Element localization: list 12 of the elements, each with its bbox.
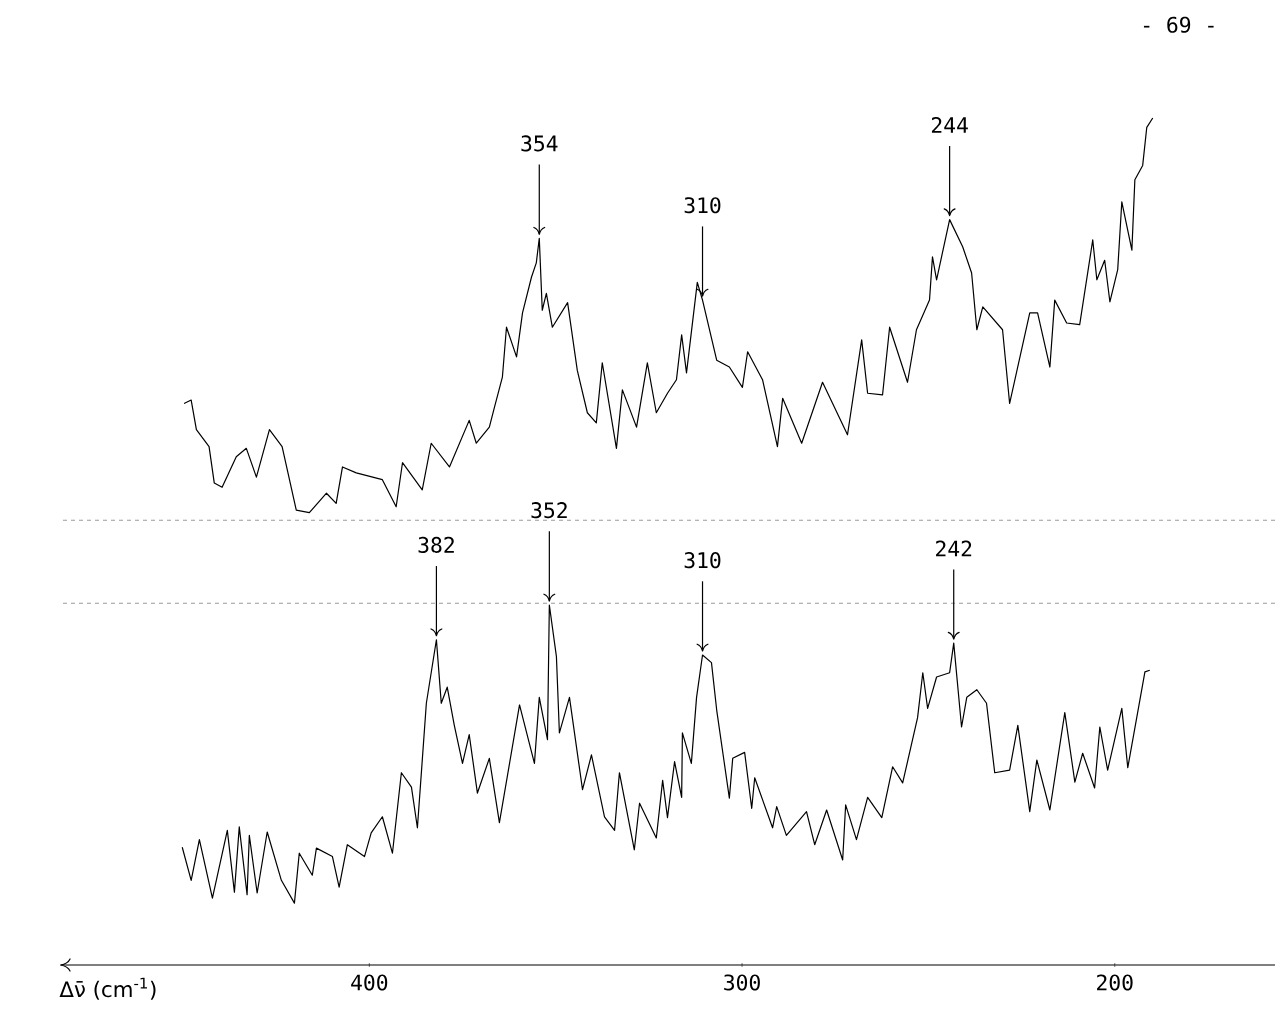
text: - 69 - [1143, 16, 1214, 33]
x-axis-title: Δν̄ (cm$^{-1}$) [59, 977, 156, 1000]
annotation: 310 [684, 552, 721, 569]
annotation: 244 [931, 117, 968, 133]
annotation: 354 [521, 135, 558, 152]
x-tick-label: 300 [724, 974, 760, 991]
annotation: 310 [684, 197, 721, 214]
annotation: 382 [418, 536, 454, 553]
x-tick-label: 200 [1097, 974, 1133, 991]
annotation: 352 [531, 502, 567, 519]
annotation: 242 [936, 540, 972, 557]
x-tick-label: 400 [351, 974, 388, 991]
